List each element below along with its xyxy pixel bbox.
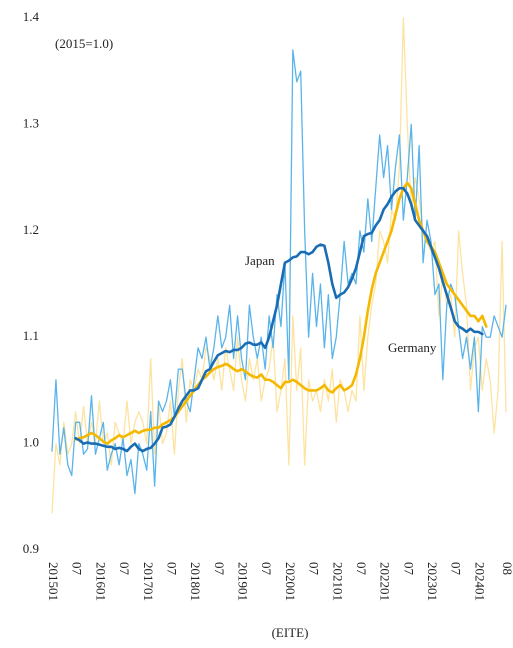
y-tick-label: 1.0 xyxy=(23,435,39,450)
y-tick-label: 0.9 xyxy=(23,541,39,556)
x-tick-label: 202001 xyxy=(283,562,298,601)
x-tick-label: 07 xyxy=(307,562,322,576)
x-axis-label: (EITE) xyxy=(272,625,309,640)
y-tick-label: 1.2 xyxy=(23,222,39,237)
series-label: Japan xyxy=(245,253,275,268)
x-tick-label: 07 xyxy=(117,562,132,576)
y-tick-label: 1.4 xyxy=(23,9,40,24)
x-tick-label: 202101 xyxy=(330,562,345,601)
average-line xyxy=(74,186,484,453)
x-tick-label: 07 xyxy=(70,562,85,576)
x-tick-label: 201501 xyxy=(46,562,61,601)
x-tick-label: 201901 xyxy=(236,562,251,601)
x-tick-label: 07 xyxy=(354,562,369,576)
x-tick-label: 07 xyxy=(164,562,179,576)
y-tick-label: 1.1 xyxy=(23,328,39,343)
x-tick-label: 202201 xyxy=(378,562,393,601)
x-tick-label: 202301 xyxy=(425,562,440,601)
x-tick-label: 202401 xyxy=(472,562,487,601)
x-tick-label: 201601 xyxy=(93,562,108,601)
series-label: Germany xyxy=(388,340,437,355)
monthly-line xyxy=(51,17,507,514)
chart-subtitle: (2015=1.0) xyxy=(55,36,113,51)
y-tick-label: 1.3 xyxy=(23,115,39,130)
x-tick-label: 07 xyxy=(401,562,416,576)
x-tick-label: 07 xyxy=(449,562,464,576)
x-tick-label: 08 xyxy=(500,562,513,575)
monthly-line xyxy=(51,49,507,495)
x-tick-label: 201801 xyxy=(188,562,203,601)
x-tick-label: 201701 xyxy=(141,562,156,601)
x-tick-label: 07 xyxy=(212,562,227,576)
average-line xyxy=(74,181,488,445)
x-tick-label: 07 xyxy=(259,562,274,576)
